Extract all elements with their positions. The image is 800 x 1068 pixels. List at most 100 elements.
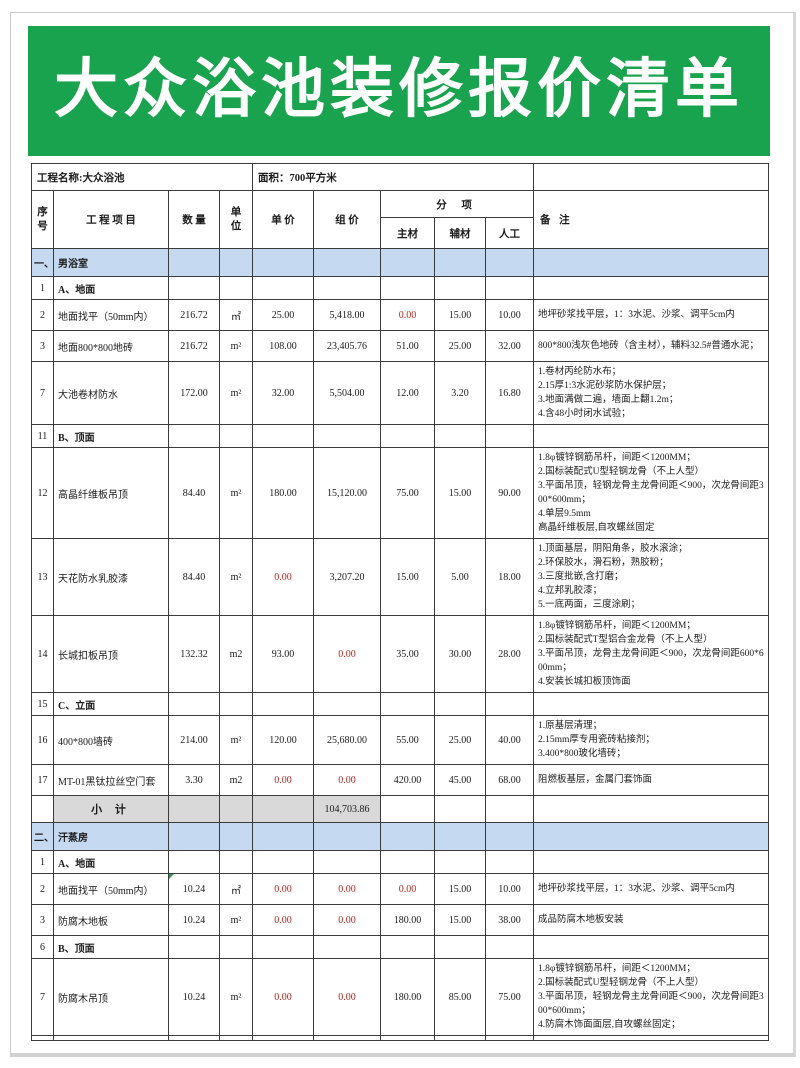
subheading-row: 11 B、顶面	[31, 424, 770, 448]
cell-qty: 132.32	[168, 615, 220, 693]
cell-empty	[484, 692, 535, 716]
cell-no: 17	[31, 764, 54, 796]
cell-total: 3,207.20	[313, 538, 381, 616]
cell-empty	[313, 692, 381, 716]
cell-labor: 32.00	[484, 330, 535, 362]
cell-price: 0.00	[252, 764, 314, 796]
cell-empty	[313, 850, 381, 874]
cell-price: 0.00	[252, 873, 314, 905]
cell-item-name: 地面找平（50mm内）	[53, 873, 169, 905]
col-header-labor: 人工	[484, 217, 535, 249]
cell-main: 12.00	[380, 361, 435, 425]
cell-unit: m²	[219, 447, 253, 539]
cell-note: 阻燃板基层，金属门套饰面	[533, 764, 770, 796]
cell-total: 25,680.00	[313, 715, 381, 765]
cell-no: 2	[31, 873, 54, 905]
cell-qty: 84.40	[168, 538, 220, 616]
cell-empty	[252, 692, 314, 716]
cell-labor: 18.00	[484, 538, 535, 616]
cell-empty	[484, 822, 535, 851]
cell-item-name: 防腐木地板	[53, 904, 169, 936]
cell-unit: ㎡	[219, 299, 253, 331]
cell-empty	[313, 935, 381, 959]
item-row: 13 天花防水乳胶漆 84.40 m² 0.00 3,207.20 15.00 5.00 18.…	[31, 538, 770, 616]
col-header-aux: 辅材	[434, 217, 486, 249]
cell-empty	[252, 1035, 314, 1041]
cell-price: 0.00	[252, 958, 314, 1036]
cell-no: 6	[31, 935, 54, 959]
cell-labor: 40.00	[484, 715, 535, 765]
cell-empty	[252, 935, 314, 959]
cell-empty	[380, 276, 435, 300]
subheading-row: 1 A、地面	[31, 850, 770, 874]
cell-empty	[168, 850, 220, 874]
cell-subheading-name: B、顶面	[53, 935, 169, 959]
cell-unit: m²	[219, 958, 253, 1036]
item-row: 3 防腐木地板 10.24 m² 0.00 0.00 180.00 15.00 38.00 成品防…	[31, 904, 770, 936]
cell-empty	[533, 424, 770, 448]
cell-empty	[380, 692, 435, 716]
col-header-unit: 单位	[219, 190, 253, 249]
cell-no: 15	[31, 692, 54, 716]
cell-item-name: 400*800墙砖	[53, 715, 169, 765]
cell-empty	[252, 276, 314, 300]
cell-note: 1.8φ镀锌钢筋吊杆，间距＜1200MM； 2.国标装配式U型轻钢龙骨（不上人型…	[533, 958, 770, 1036]
cell-main: 180.00	[380, 904, 435, 936]
cell-main: 180.00	[380, 958, 435, 1036]
cell-no: 13	[31, 538, 54, 616]
cell-empty	[168, 276, 220, 300]
cell-item-name: 大池卷材防水	[53, 361, 169, 425]
col-header-qty: 数 量	[168, 190, 220, 249]
cell-labor: 38.00	[484, 904, 535, 936]
cell-subtotal-label: 小 计	[53, 795, 169, 823]
cell-empty	[533, 935, 770, 959]
cell-note	[533, 795, 770, 823]
cell-labor: 10.00	[484, 873, 535, 905]
cell-aux: 45.00	[434, 764, 486, 796]
item-row: 7 防腐木吊顶 10.24 m² 0.00 0.00 180.00 85.00 75.00 1.8…	[31, 958, 770, 1036]
title-banner: 大众浴池装修报价清单	[28, 26, 770, 156]
cell-qty: 10.24	[168, 904, 220, 936]
cell-note: 1.8φ镀锌钢筋吊杆，间距＜1200MM； 2.国标装配式T型铝合金龙骨（不上人…	[533, 615, 770, 693]
cell-empty	[252, 248, 314, 277]
cell-unit: m²	[219, 904, 253, 936]
cell-aux: 25.00	[434, 330, 486, 362]
cell-qty: 214.00	[168, 715, 220, 765]
cell-empty	[219, 276, 253, 300]
cell-empty	[53, 1035, 169, 1041]
cell-empty	[434, 692, 486, 716]
col-header-note: 备 注	[533, 190, 770, 249]
header-row: 序号 工 程 项 目 数 量 单位 单 价 组 价 分 项 备 注	[31, 190, 770, 249]
cell-total: 0.00	[313, 615, 381, 693]
cell-empty	[252, 850, 314, 874]
cell-empty	[484, 1035, 535, 1041]
cell-item-name: 长城扣板吊顶	[53, 615, 169, 693]
cell-main: 15.00	[380, 538, 435, 616]
cell-no: 7	[31, 361, 54, 425]
cell-aux: 15.00	[434, 873, 486, 905]
cell-note: 地坪砂浆找平层，1：3水泥、沙浆、调平5cm内	[533, 873, 770, 905]
cell-aux: 25.00	[434, 715, 486, 765]
cell-empty	[380, 935, 435, 959]
cell-empty	[484, 276, 535, 300]
cell-qty: 3.30	[168, 764, 220, 796]
cell-subtotal-value: 104,703.86	[313, 795, 381, 823]
item-row: 16 400*800墙砖 214.00 m² 120.00 25,680.00 55.00 2…	[31, 715, 770, 765]
cell-no	[31, 795, 54, 823]
cell-empty	[313, 248, 381, 277]
cell-main: 0.00	[380, 299, 435, 331]
cell-labor: 68.00	[484, 764, 535, 796]
cell-no: 3	[31, 904, 54, 936]
cell-empty	[219, 424, 253, 448]
cell-labor: 90.00	[484, 447, 535, 539]
item-row: 3 地面800*800地砖 216.72 m² 108.00 23,405.76 51.00…	[31, 330, 770, 362]
cell-empty	[484, 424, 535, 448]
cell-main: 35.00	[380, 615, 435, 693]
cell-no: 7	[31, 958, 54, 1036]
cell-note: 800*800浅灰色地砖（含主材），辅料32.5#普通水泥；	[533, 330, 770, 362]
cell-empty	[219, 692, 253, 716]
cell-empty	[252, 822, 314, 851]
cell-item-name: 地面找平（50mm内）	[53, 299, 169, 331]
col-header-total: 组 价	[313, 190, 381, 249]
cell-unit: m²	[219, 330, 253, 362]
